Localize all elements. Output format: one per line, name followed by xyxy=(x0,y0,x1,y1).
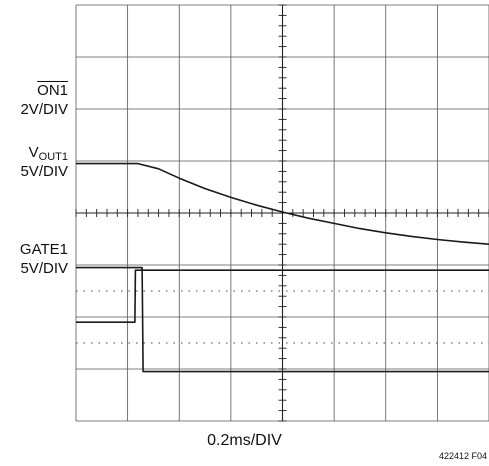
figure-id: 422412 F04 xyxy=(438,451,487,461)
channel-1-name: ON1 xyxy=(37,82,68,99)
time-per-division-label: 0.2ms/DIV xyxy=(207,432,282,449)
channel-1-scale: 2V/DIV xyxy=(20,101,68,118)
channel-2-name: V xyxy=(28,144,39,161)
channel-1-label: ON1 xyxy=(2,82,68,99)
channel-3-label: GATE1 xyxy=(2,241,68,258)
channel-2-label: VOUT1 xyxy=(2,144,68,166)
traces xyxy=(76,162,489,373)
trace-on1 xyxy=(76,269,489,324)
trace-gate1 xyxy=(76,266,489,373)
channel-2-subscript: OUT1 xyxy=(38,151,68,163)
trace-vout1 xyxy=(76,162,489,245)
channel-2-scale: 5V/DIV xyxy=(20,163,68,180)
channel-3-name: GATE xyxy=(19,241,60,258)
channel-3-scale: 5V/DIV xyxy=(20,260,68,277)
graticule xyxy=(75,4,489,422)
channel-3-subscript: 1 xyxy=(59,241,68,258)
